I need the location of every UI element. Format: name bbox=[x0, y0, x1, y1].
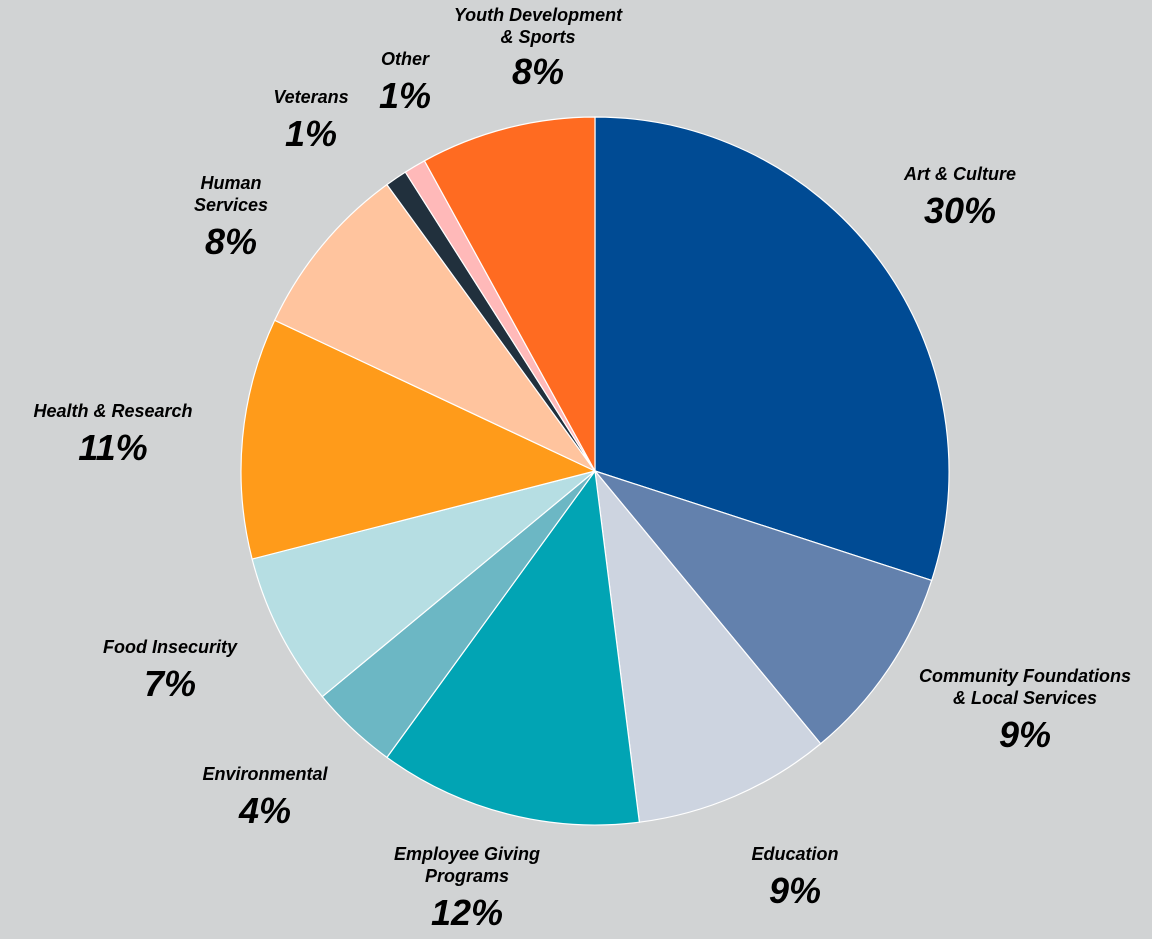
slice-name: Environmental bbox=[202, 764, 328, 784]
slice-label: Employee Giving Programs 12% bbox=[372, 843, 562, 933]
pie-slice bbox=[251, 470, 596, 698]
slice-name: Art & Culture bbox=[904, 164, 1016, 184]
slice-label: Veterans 1% bbox=[256, 86, 366, 154]
slice-percent: 12% bbox=[430, 892, 504, 933]
slice-percent: 7% bbox=[143, 663, 197, 704]
pie-slice bbox=[594, 116, 950, 582]
slice-name: Other bbox=[380, 49, 429, 69]
pie-slice bbox=[273, 183, 596, 472]
pie-slice bbox=[240, 319, 597, 560]
slice-label: Human Services 8% bbox=[176, 172, 286, 262]
slice-label: Environmental 4% bbox=[180, 763, 350, 831]
slice-name: Veterans bbox=[273, 87, 349, 107]
slice-percent: 8% bbox=[204, 221, 258, 262]
slice-percent: 4% bbox=[238, 790, 292, 831]
slice-label: Other 1% bbox=[360, 48, 450, 116]
slice-label: Education 9% bbox=[720, 843, 870, 911]
slice-name: Employee Giving Programs bbox=[393, 844, 541, 886]
slice-label: Community Foundations & Local Services 9… bbox=[912, 665, 1138, 755]
slice-percent: 9% bbox=[998, 714, 1052, 755]
pie-slice bbox=[386, 469, 641, 826]
slice-percent: 8% bbox=[511, 51, 565, 92]
slice-name: Human Services bbox=[193, 173, 269, 215]
slice-percent: 11% bbox=[78, 427, 148, 468]
slice-label: Art & Culture 30% bbox=[850, 163, 1070, 231]
pie-slice bbox=[594, 469, 822, 823]
slice-name: Education bbox=[751, 844, 839, 864]
slice-name: Health & Research bbox=[33, 401, 193, 421]
slice-percent: 1% bbox=[378, 75, 432, 116]
slice-label: Health & Research 11% bbox=[10, 400, 216, 468]
slice-percent: 9% bbox=[768, 870, 822, 911]
slice-percent: 1% bbox=[284, 113, 338, 154]
pie-slice bbox=[423, 116, 596, 472]
slice-percent: 30% bbox=[923, 190, 997, 231]
slice-name: Food Insecurity bbox=[102, 637, 237, 657]
slice-label: Youth Development & Sports 8% bbox=[432, 4, 644, 92]
slice-name: Youth Development & Sports bbox=[453, 5, 623, 47]
slice-label: Food Insecurity 7% bbox=[82, 636, 258, 704]
slice-name: Community Foundations & Local Services bbox=[919, 666, 1131, 708]
pie-slice bbox=[593, 469, 933, 745]
